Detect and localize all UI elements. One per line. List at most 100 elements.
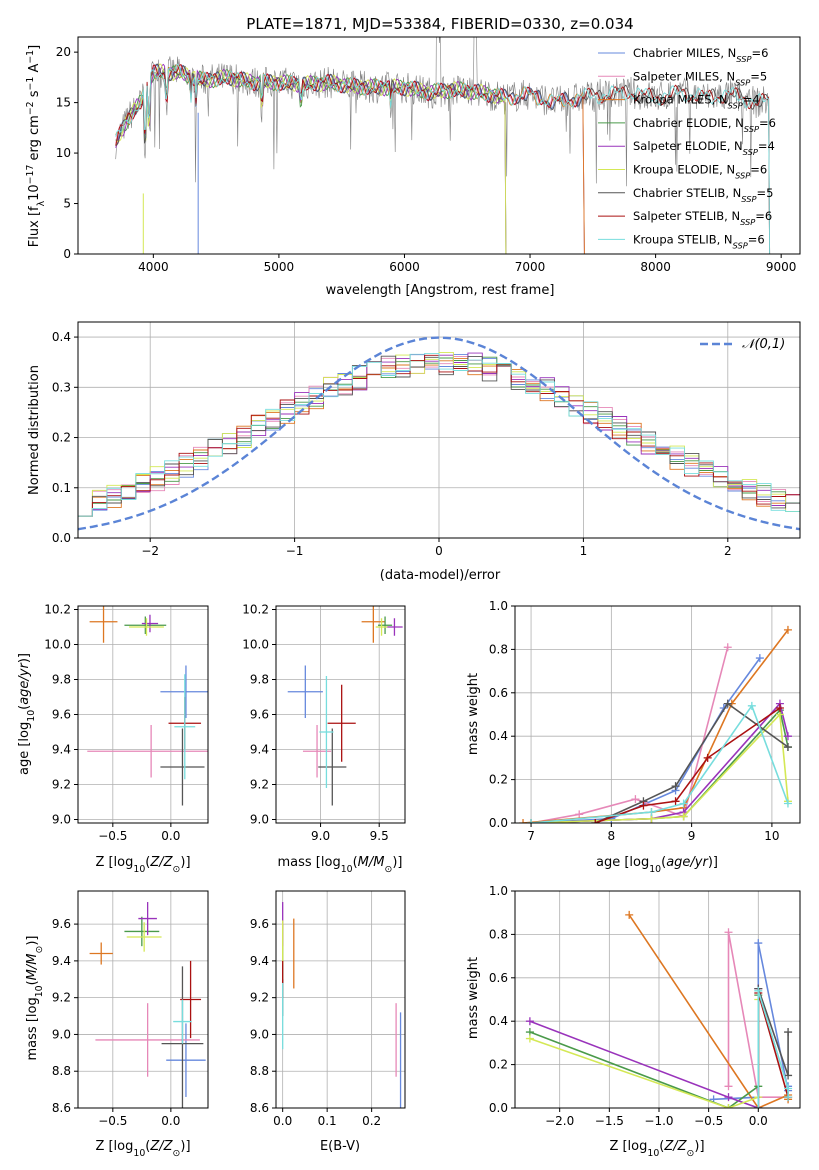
label-part: A [27,64,42,77]
label-part: SSP [740,217,755,227]
data-point-marker [783,732,792,741]
series-line [529,988,760,1108]
label-part: Z/Z [149,1139,173,1154]
x-tick-label: 0 [435,544,443,558]
data-point-marker [575,810,584,819]
errorbar-kroupa-stelib [319,676,334,788]
x-tick-label: 5000 [264,260,295,274]
data-point-marker [631,795,640,804]
data-point-marker [679,812,688,821]
x-axis-label: mass [log10(M/M⊙)] [278,855,403,875]
label-part: M/M [358,855,385,870]
axes-frame [514,890,801,1109]
label-part: 10 [133,864,145,875]
x-tick-label: 6000 [389,260,420,274]
label-part: ⊙ [173,1148,181,1159]
label-part: Kroupa STELIB, N [633,232,733,246]
legend-label: Kroupa STELIB, NSSP=6 [633,232,765,250]
panel-mass_vs_Z: −0.5 0.08.68.89.09.29.49.6Z [log10(Z/Z⊙)]… [25,890,209,1159]
errorbar-kroupa-miles [89,942,113,965]
series-line [727,932,789,1098]
errorbar-kroupa-elodie [375,618,388,636]
label-part: ⊙ [34,946,45,954]
y-tick-label: 0.0 [52,531,71,545]
y-tick-label: 9.6 [52,708,71,722]
errorbar-chabrier-miles [287,665,323,718]
series-line [531,708,789,823]
panel-residuals: −2 −1 0 1 2 0.0 0.1 0.2 0.3 0.4 𝒩(0,1) (data-model)… [27,321,801,583]
plot-area [515,606,800,823]
y-tick-label: 0.1 [52,481,71,495]
label-part: ( [353,855,358,870]
legend-label: Kroupa MILES, NSSP=4 [633,93,760,111]
figure-title: PLATE=1871, MJD=53384, FIBERID=0330, z=0… [246,15,633,33]
data-point-marker [754,1104,763,1108]
series-kroupa-elodie [525,995,763,1108]
label-part: ⊙ [173,864,181,875]
label-part: Chabrier MILES, N [633,46,736,60]
label-part: Salpeter STELIB, N [633,209,740,223]
errorbar-kroupa-miles [89,606,118,643]
series-kroupa-stelib [754,986,793,1108]
x-tick-label: 0.2 [362,1114,381,1128]
plot-area [78,606,208,823]
data-point-marker [723,699,732,708]
label-part: λ [36,200,47,206]
y-tick-label: 10.0 [44,638,71,652]
y-tick-label: 0.4 [52,330,71,344]
data-point-marker [525,1017,534,1026]
label-part: SSP [735,77,750,87]
errorbar-kroupa-elodie [126,922,162,952]
y-tick-label: 0.6 [489,686,508,700]
label-part: Z/Z [663,1139,687,1154]
data-point-marker [525,1034,534,1043]
errorbar-salpeter-elodie [138,902,157,936]
label-part: age/yr [17,661,32,704]
label-part: 10 [341,864,353,875]
axes-frame [77,36,801,255]
x-tick-label: 9000 [766,260,797,274]
label-part: SSP [743,147,758,157]
y-tick-label: 10.0 [242,638,269,652]
x-tick-label: 0.0 [161,1114,180,1128]
series-line [522,629,789,823]
y-tick-label: 9.0 [52,813,71,827]
data-point-marker [625,910,634,919]
label-part: ( [659,1139,664,1154]
plot-area [515,891,800,1108]
data-point-marker [723,643,732,652]
data-point-marker [754,986,763,995]
label-part: age [log [596,855,649,870]
series-line [531,704,789,823]
x-tick-label: 0.0 [161,829,180,843]
y-axis-label: Normed distribution [27,365,42,495]
label-part: SSP [728,101,743,111]
series-salpeter-stelib [754,988,793,1108]
errorbar-salpeter-miles [95,1003,200,1077]
label-part: SSP [735,171,750,181]
x-tick-label: 7000 [515,260,546,274]
errorbar-salpeter-stelib [180,960,202,1039]
x-tick-label: 4000 [138,260,169,274]
label-part: =4 [743,93,760,107]
normal-curve [78,336,800,531]
y-tick-label: 9.4 [52,954,71,968]
label-part: −1 [25,77,36,91]
x-tick-label: 10 [764,829,779,843]
data-point-marker [755,654,764,663]
y-tick-label: 0.8 [489,927,508,941]
data-point-marker [639,801,648,810]
series-chabrier-stelib [591,699,792,823]
x-tick-label: 2 [724,544,732,558]
y-tick-label: 9.4 [250,743,269,757]
legend-label: Salpeter ELODIE, NSSP=4 [633,139,775,157]
series-line [757,992,789,1108]
errorbar-chabrier-elodie [124,616,167,634]
y-tick-label: 8.8 [250,1064,269,1078]
y-tick-label: 9.4 [250,954,269,968]
x-tick-label: −2 [141,544,159,558]
series-line [531,712,789,823]
legend-label: Chabrier STELIB, NSSP=5 [633,186,773,204]
